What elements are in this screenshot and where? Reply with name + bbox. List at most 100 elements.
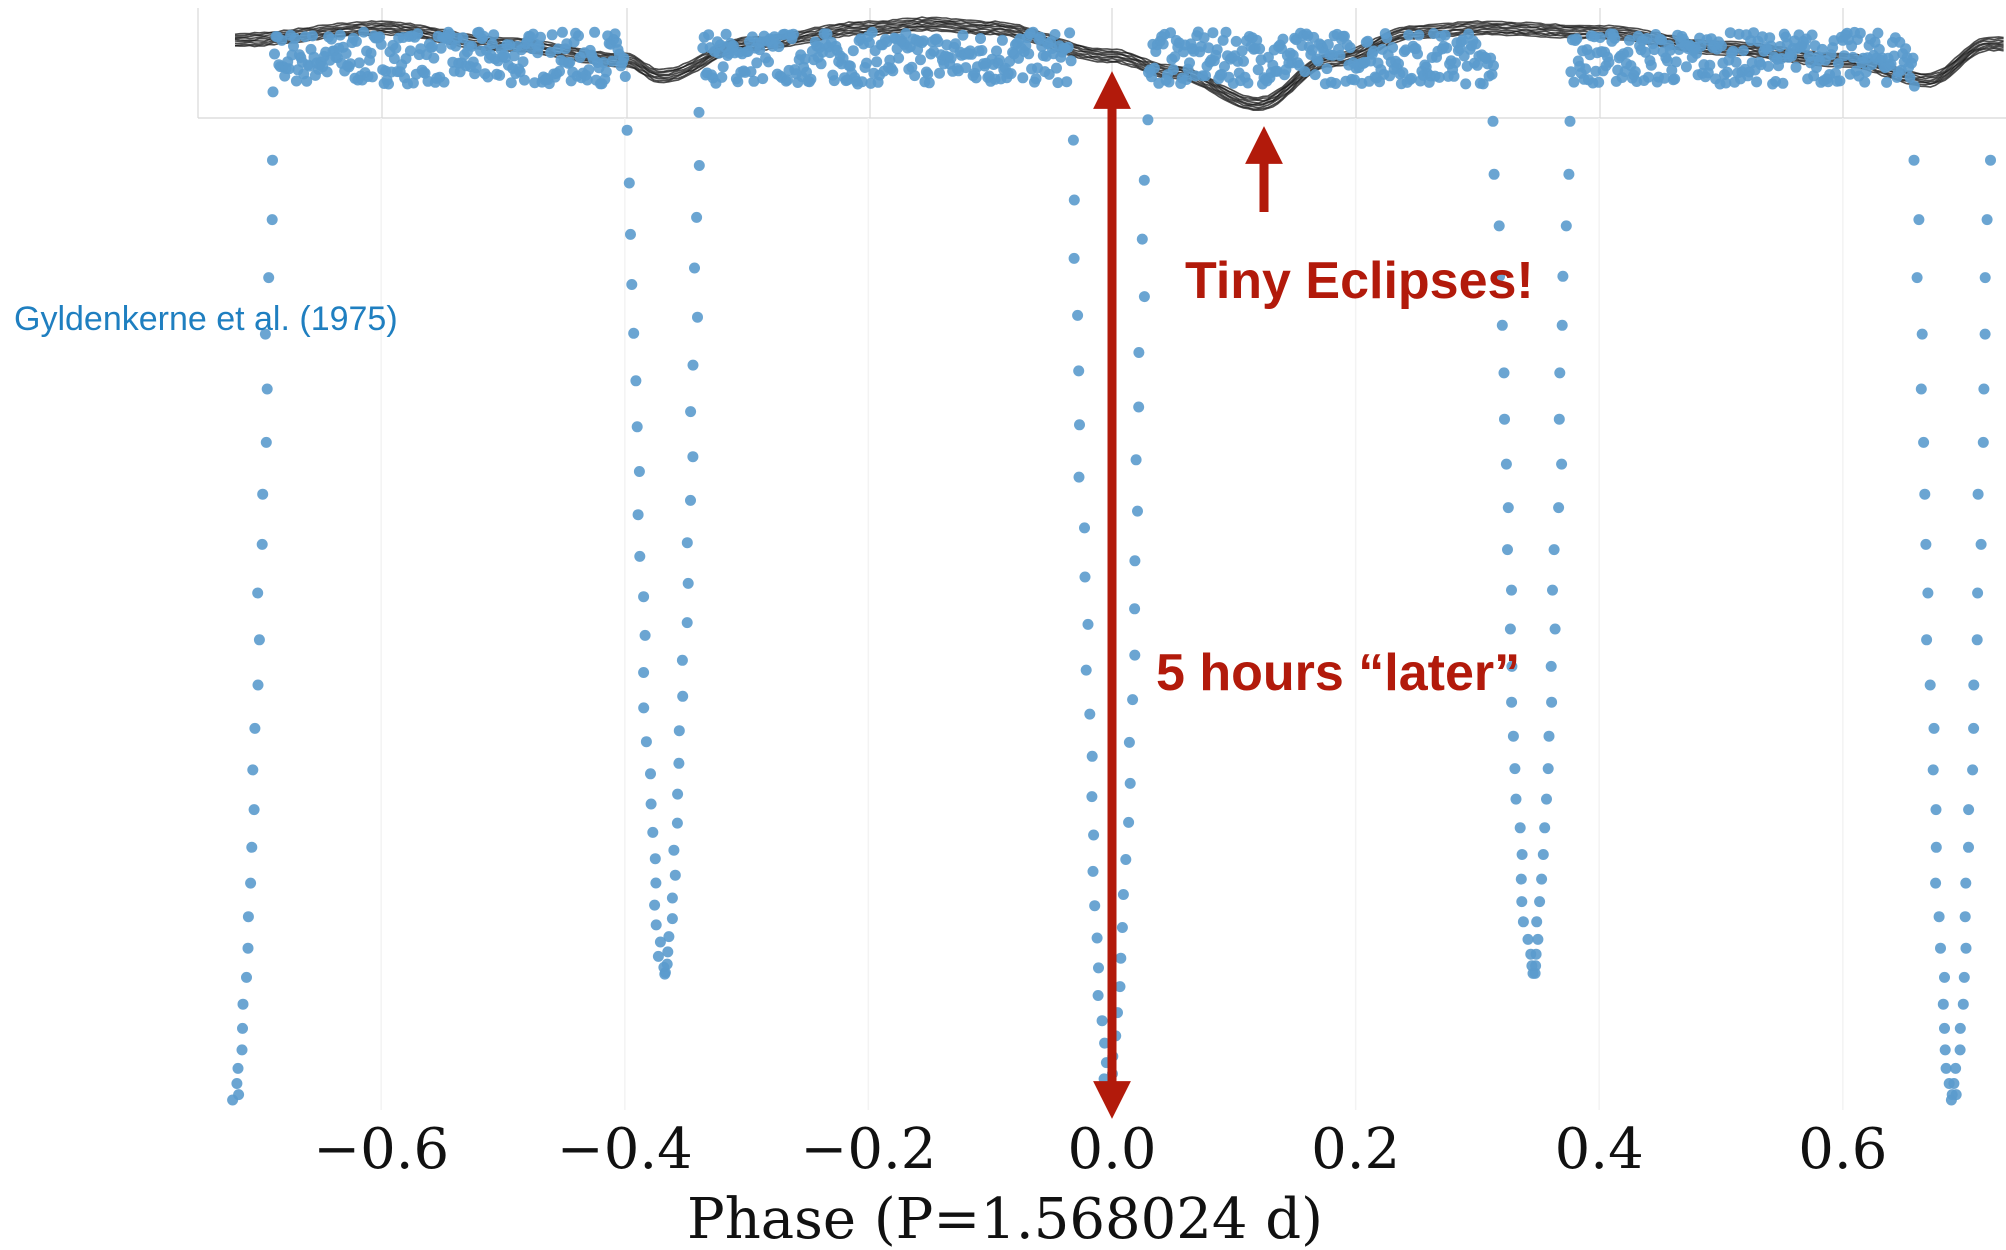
data-point [1030,73,1042,85]
data-point [1123,816,1135,828]
data-point [1854,27,1866,39]
data-point [805,73,817,85]
data-point [237,998,249,1010]
data-point [773,41,785,53]
data-point [632,509,644,521]
data-point [1450,57,1461,69]
data-point [915,54,926,66]
data-point [691,211,703,223]
data-point [1603,56,1615,68]
data-point [1900,43,1912,55]
data-point [866,26,878,38]
data-point [1334,50,1346,61]
data-point [1915,383,1927,395]
data-point [950,38,962,50]
data-point [1920,538,1932,550]
data-point [1368,45,1380,57]
data-point [1163,76,1175,88]
data-point [583,64,595,76]
data-point [1534,896,1546,908]
data-point [269,48,280,60]
data-point [1051,62,1062,74]
data-point [1133,347,1145,358]
data-point [828,75,840,87]
data-point [909,70,921,82]
data-point [242,911,254,923]
data-point [388,53,400,65]
data-point [1517,916,1529,928]
data-point [1972,587,1984,599]
data-point [1238,55,1249,67]
data-point [252,679,264,691]
data-point [1531,916,1543,928]
data-point [1116,922,1128,933]
data-point [289,32,301,44]
x-tick-label: 0.4 [1555,1117,1644,1182]
data-point [662,946,674,958]
data-point [720,28,732,40]
data-point [1471,59,1483,71]
data-point [435,42,447,54]
x-axis-ticks: −0.6 −0.4 −0.2 0.0 0.2 0.4 0.6 [313,1117,1887,1182]
data-point [799,53,811,65]
data-point [1967,764,1979,776]
data-point [1664,44,1676,56]
data-point [631,421,643,433]
data-point [1169,51,1181,63]
data-point [466,40,478,52]
data-point [1120,854,1132,865]
data-point [290,75,302,87]
data-point [1960,942,1972,954]
data-point [589,26,601,38]
data-point [1488,168,1500,180]
data-point [884,54,896,66]
data-point [1089,900,1101,912]
data-point [1640,46,1651,58]
data-point [1977,436,1989,448]
data-point [1079,571,1091,583]
data-point [1087,865,1099,877]
data-point [618,52,630,64]
data-point [1124,777,1136,789]
data-point [517,56,529,68]
data-point [1904,72,1916,84]
data-point [1933,911,1945,923]
data-point [247,764,259,776]
data-point [1496,319,1508,331]
data-point [1433,71,1445,83]
data-point [619,71,631,82]
data-point [1704,59,1716,71]
data-point [1096,1015,1108,1027]
data-point [1074,419,1085,431]
data-point [1939,1022,1950,1034]
data-point [1928,722,1940,734]
data-point [267,154,278,166]
data-point [581,74,593,86]
data-point [1908,80,1920,92]
data-point [533,40,545,52]
data-point [1129,603,1141,615]
data-point [1537,849,1549,860]
data-point [861,57,872,69]
data-point [1948,1078,1960,1089]
data-point [1507,730,1519,742]
data-point [1790,61,1802,73]
data-point [669,869,681,881]
data-point [1091,932,1103,944]
data-point [404,45,416,57]
data-point [970,72,982,84]
data-point [671,817,683,829]
data-point [1207,27,1219,39]
x-tick-label: −0.6 [313,1117,449,1182]
data-point [681,537,693,549]
data-point [241,971,252,983]
data-point [1960,877,1972,889]
data-point [428,52,440,64]
data-point [1516,896,1528,908]
data-point [645,768,656,780]
data-point [1486,68,1498,80]
data-point [1115,952,1127,964]
data-point [1509,763,1521,775]
data-point [1594,32,1606,43]
data-point [871,56,883,68]
